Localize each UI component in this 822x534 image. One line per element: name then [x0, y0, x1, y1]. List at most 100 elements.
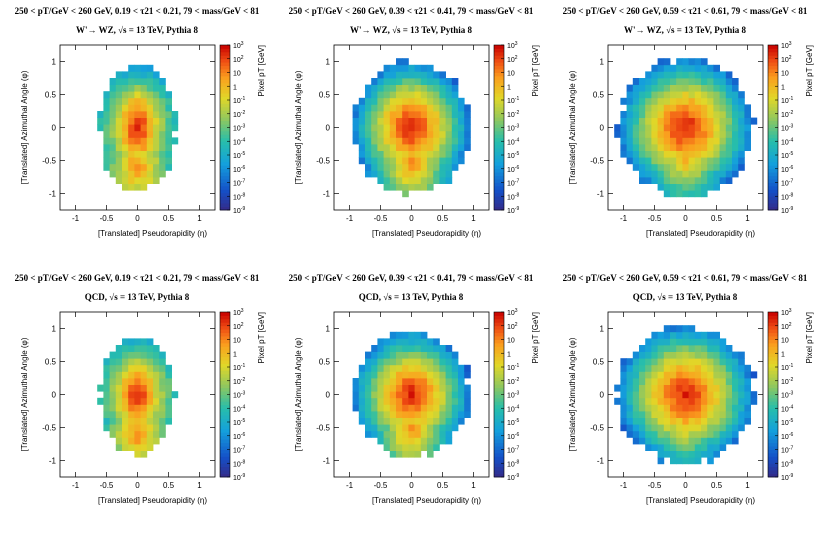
heatmap-cell — [670, 338, 677, 346]
heatmap-cell — [645, 130, 652, 138]
heatmap-cell — [134, 444, 141, 451]
heatmap-cell — [146, 384, 154, 392]
heatmap-cell — [165, 97, 172, 105]
panel-subtitle: W'→ WZ, √s = 13 TeV, Pythia 8 — [623, 25, 746, 35]
heatmap-cell — [109, 104, 117, 112]
heatmap-cell — [408, 345, 415, 352]
heatmap-cell — [159, 78, 166, 85]
heatmap-cell — [744, 130, 751, 138]
palette-band — [220, 151, 230, 156]
palette-band — [220, 148, 230, 152]
heatmap-cell — [159, 371, 166, 379]
palette-band — [768, 363, 778, 368]
heatmap-cell — [639, 157, 646, 165]
heatmap-cell — [140, 111, 148, 118]
heatmap-cell — [433, 351, 440, 359]
heatmap-cell — [451, 397, 459, 405]
heatmap-cell — [713, 351, 720, 359]
x-tick-label: 1 — [745, 214, 750, 223]
palette-band — [220, 325, 230, 330]
heatmap-cell — [383, 444, 391, 451]
heatmap-cell — [414, 71, 422, 79]
heatmap-cell — [414, 163, 422, 171]
heatmap-cell — [128, 417, 135, 425]
heatmap-cell — [420, 163, 428, 171]
heatmap-cell — [122, 417, 129, 425]
heatmap-cell — [115, 71, 123, 79]
heatmap-cell — [451, 424, 459, 432]
palette-band — [494, 165, 504, 170]
heatmap-cell — [402, 117, 409, 125]
heatmap-cell — [365, 170, 372, 178]
palette-band — [494, 363, 504, 368]
heatmap-cell — [427, 170, 434, 178]
heatmap-cell — [707, 130, 714, 138]
heatmap-cell — [632, 411, 640, 418]
heatmap-cell — [707, 150, 714, 158]
heatmap-cell — [701, 150, 708, 158]
heatmap-cell — [140, 338, 148, 346]
heatmap-cell — [632, 137, 640, 145]
heatmap-cell — [408, 177, 415, 184]
palette-band — [220, 446, 230, 450]
heatmap-cell — [663, 437, 671, 445]
heatmap-cell — [451, 117, 459, 125]
palette-band — [220, 408, 230, 413]
heatmap-cell — [657, 351, 665, 359]
palette-band — [494, 380, 504, 385]
heatmap-cell — [725, 404, 733, 412]
heatmap-cell — [159, 404, 166, 412]
heatmap-cell — [445, 130, 453, 138]
heatmap-cell — [371, 150, 378, 158]
palette-band — [220, 332, 230, 337]
palette-band — [768, 312, 778, 316]
heatmap-cell — [371, 104, 378, 112]
palette-band — [494, 206, 504, 211]
heatmap-cell — [639, 378, 646, 385]
heatmap-cell — [377, 144, 384, 151]
palette-band — [494, 127, 504, 132]
heatmap-cell — [146, 71, 154, 79]
palette-band — [494, 367, 504, 371]
heatmap-cell — [439, 411, 446, 418]
heatmap-cell — [371, 170, 378, 178]
heatmap-cell — [663, 424, 671, 432]
heatmap-cell — [103, 97, 110, 105]
heatmap-cell — [128, 150, 135, 158]
heatmap-cell — [451, 417, 459, 425]
heatmap-cell — [109, 358, 117, 366]
y-tick-label: 1 — [52, 58, 57, 67]
heatmap-cell — [109, 163, 117, 171]
heatmap-cell — [701, 71, 708, 79]
heatmap-cell — [97, 124, 104, 132]
palette-band — [768, 161, 778, 166]
heatmap-cell — [676, 457, 683, 465]
heatmap-cell — [738, 150, 745, 158]
heatmap-cell — [670, 91, 677, 99]
heatmap-cell — [439, 144, 446, 151]
palette-band — [768, 391, 778, 395]
heatmap-cell — [420, 183, 428, 191]
heatmap-cell — [358, 378, 366, 385]
heatmap-cell — [663, 430, 671, 438]
heatmap-cell — [433, 358, 440, 366]
panel-title: 250 < pT/GeV < 260 GeV, 0.19 < τ21 < 0.2… — [14, 273, 260, 283]
heatmap-cell — [694, 457, 702, 465]
heatmap-cell — [639, 417, 646, 425]
heatmap-cell — [626, 84, 634, 92]
heatmap-cell — [134, 397, 141, 405]
x-tick-label: 1 — [197, 214, 202, 223]
heatmap-cell — [614, 130, 621, 138]
heatmap-cell — [396, 397, 403, 405]
palette-band — [220, 127, 230, 132]
heatmap-cell — [383, 104, 391, 112]
heatmap-cell — [707, 91, 714, 99]
heatmap-cell — [657, 424, 665, 432]
heatmap-cell — [427, 437, 434, 445]
heatmap-cell — [451, 137, 459, 145]
heatmap-cell — [445, 157, 453, 165]
heatmap-cell — [134, 391, 141, 399]
heatmap-cell — [433, 71, 440, 79]
heatmap-cell — [103, 404, 110, 412]
heatmap-cell — [688, 144, 696, 151]
